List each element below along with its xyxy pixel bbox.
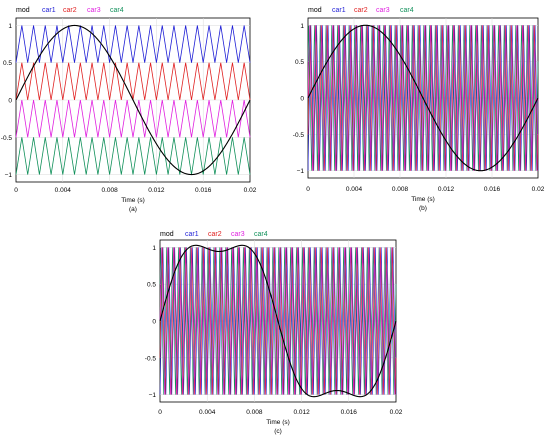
y-tick-label: -0.5 — [145, 355, 157, 362]
y-tick-label: -0.5 — [293, 132, 305, 139]
legend-entry-car4: car4 — [110, 7, 124, 14]
x-tick-label: 0.016 — [341, 409, 358, 416]
x-tick-label: 0.008 — [392, 186, 409, 193]
panel-caption: (c) — [274, 428, 282, 435]
x-tick-label: 0.016 — [484, 186, 501, 193]
x-tick-label: 0.008 — [246, 409, 263, 416]
y-tick-label: 0.5 — [147, 282, 156, 289]
x-tick-label: 0.02 — [390, 409, 403, 416]
legend-entry-car2: car2 — [354, 7, 368, 14]
x-tick-label: 0.008 — [101, 187, 118, 194]
x-tick-label: 0 — [14, 187, 18, 194]
x-tick-label: 0.004 — [199, 409, 216, 416]
y-tick-label: 0.5 — [295, 59, 304, 66]
y-tick-label: 0 — [8, 98, 12, 105]
legend-entry-car3: car3 — [87, 7, 101, 14]
carrier-line-car3 — [15, 99, 251, 138]
legend-entry-car1: car1 — [332, 7, 346, 14]
x-tick-label: 0.012 — [293, 409, 310, 416]
y-tick-label: 1 — [300, 23, 304, 30]
x-tick-label: 0 — [306, 186, 310, 193]
x-tick-label: 0.012 — [148, 187, 165, 194]
chart-panel-b: mod car1 car2 car3 car4 1 0.5 0 -0.5 −1 0 0.004 0.00… — [293, 7, 545, 212]
legend-entry-mod: mod — [160, 231, 174, 238]
x-tick-label: 0 — [158, 409, 162, 416]
modulating-signal-line — [307, 24, 539, 172]
y-tick-label: 0.5 — [3, 60, 12, 67]
modulating-signal-line — [15, 24, 251, 176]
legend-entry-car1: car1 — [185, 231, 199, 238]
panel-caption: (b) — [419, 205, 427, 212]
legend-entry-car2: car2 — [63, 7, 77, 14]
y-tick-label: −1 — [5, 172, 13, 179]
y-tick-label: -0.5 — [1, 135, 13, 142]
x-tick-label: 0.016 — [195, 187, 212, 194]
carrier-line-car4 — [307, 25, 539, 171]
carrier-line-car2 — [159, 247, 397, 395]
legend-entry-car3: car3 — [376, 7, 390, 14]
x-axis-label: Time (s) — [121, 197, 145, 204]
x-tick-label: 0.004 — [346, 186, 363, 193]
y-tick-label: −1 — [297, 168, 305, 175]
x-axis-label: Time (s) — [411, 196, 435, 203]
carrier-line-car4 — [159, 247, 397, 395]
x-tick-label: 0.02 — [244, 187, 257, 194]
carrier-line-car4 — [15, 137, 251, 175]
legend-entry-car4: car4 — [254, 231, 268, 238]
legend-entry-car2: car2 — [208, 231, 222, 238]
panel-caption: (a) — [129, 206, 137, 213]
carrier-line-car2 — [15, 62, 251, 101]
y-tick-label: 1 — [8, 23, 12, 30]
chart-panel-c: mod car1 car2 car3 car4 1 0.5 0 -0.5 −1 0 0.004 0.00… — [145, 231, 403, 435]
y-tick-label: 0 — [300, 96, 304, 103]
chart-panel-a: mod car1 car2 car3 car4 1 0.5 0 -0.5 −1 0 0.004 0.00… — [1, 7, 257, 213]
x-tick-label: 0.004 — [55, 187, 72, 194]
y-tick-label: −1 — [149, 392, 157, 399]
legend-entry-mod: mod — [16, 7, 30, 14]
legend-entry-mod: mod — [308, 7, 322, 14]
y-tick-label: 1 — [152, 245, 156, 252]
modulating-signal-line — [159, 244, 397, 398]
x-axis-label: Time (s) — [266, 419, 290, 426]
legend-entry-car3: car3 — [231, 231, 245, 238]
legend-entry-car1: car1 — [42, 7, 56, 14]
carrier-line-car2 — [307, 25, 539, 171]
x-tick-label: 0.02 — [532, 186, 545, 193]
y-tick-label: 0 — [152, 319, 156, 326]
carrier-line-car1 — [15, 25, 251, 63]
legend-entry-car4: car4 — [400, 7, 414, 14]
x-tick-label: 0.012 — [438, 186, 455, 193]
